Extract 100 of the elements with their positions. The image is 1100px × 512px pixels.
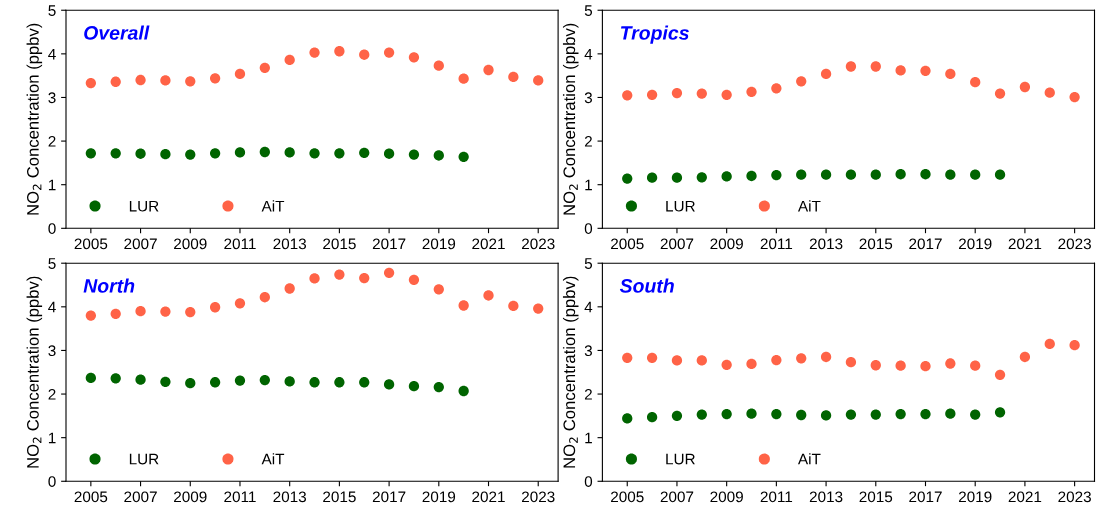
y-tick-label: 5 <box>584 5 593 16</box>
point <box>796 409 807 421</box>
point <box>160 149 171 160</box>
x-tick-label: 2019 <box>422 238 456 250</box>
point <box>234 298 246 309</box>
y-tick-label: 1 <box>48 432 56 444</box>
point <box>622 413 633 424</box>
point <box>920 169 931 180</box>
point <box>209 302 221 313</box>
point <box>1019 351 1031 363</box>
point <box>820 410 832 421</box>
point <box>160 306 171 317</box>
y-tick-label: 0 <box>584 223 593 234</box>
point <box>671 87 683 99</box>
point <box>234 147 246 158</box>
x-tick-label: 2007 <box>124 238 157 250</box>
point <box>1069 91 1080 103</box>
point <box>359 147 370 159</box>
x-tick-label: 2013 <box>809 238 843 250</box>
point <box>508 71 519 83</box>
legend-label: LUR <box>129 200 159 212</box>
point <box>433 284 444 295</box>
point <box>234 68 246 80</box>
point <box>920 360 931 372</box>
x-tick-label: 2011 <box>760 491 793 503</box>
point <box>870 409 881 420</box>
point <box>408 274 420 285</box>
point <box>334 148 345 159</box>
point <box>622 173 633 184</box>
x-tick-label: 2023 <box>1058 491 1091 503</box>
x-tick-label: 2013 <box>273 491 307 503</box>
point <box>646 412 658 423</box>
point <box>771 169 782 181</box>
point <box>771 354 782 366</box>
point <box>771 408 782 420</box>
x-tick-label: 2005 <box>611 238 644 250</box>
point <box>845 61 857 72</box>
x-tick-label: 2017 <box>909 238 942 250</box>
y-tick-label: 4 <box>584 301 593 313</box>
point <box>920 65 931 77</box>
point <box>796 76 807 87</box>
point <box>209 148 221 159</box>
point <box>110 308 121 319</box>
point <box>895 169 906 180</box>
point <box>135 74 146 86</box>
y-tick-label: 5 <box>48 5 56 16</box>
point <box>458 300 469 311</box>
point <box>895 408 906 420</box>
point <box>771 83 782 94</box>
x-tick-label: 2005 <box>611 491 644 503</box>
point <box>185 306 196 318</box>
point <box>721 171 732 182</box>
point <box>796 353 807 364</box>
point <box>259 146 270 158</box>
text: North <box>83 278 135 293</box>
x-tick-label: 2017 <box>372 238 406 250</box>
x-tick-label: 2013 <box>273 238 307 250</box>
point <box>945 169 956 180</box>
legend-label: AiT <box>261 200 285 212</box>
point <box>234 375 246 386</box>
point <box>408 149 420 160</box>
point <box>820 351 832 363</box>
y-axis-title: NO$_{2}$ Concentration (ppbv) <box>562 23 579 215</box>
point <box>1044 338 1055 350</box>
x-tick-label: 2021 <box>472 491 505 503</box>
point <box>622 352 633 363</box>
point <box>85 372 96 384</box>
legend-label: LUR <box>666 200 695 212</box>
point <box>746 408 757 419</box>
x-tick-label: 2019 <box>958 238 992 250</box>
y-tick-label: 4 <box>584 48 593 60</box>
y-tick-label: 5 <box>48 258 56 269</box>
x-tick-label: 2011 <box>760 238 793 250</box>
point <box>284 54 295 66</box>
point <box>259 292 270 303</box>
y-tick-label: 2 <box>584 135 592 147</box>
x-tick-label: 2015 <box>323 491 356 503</box>
point <box>671 410 683 422</box>
point <box>433 381 444 393</box>
point <box>334 377 345 388</box>
y-tick-label: 1 <box>585 179 592 191</box>
legend-label: AiT <box>797 453 821 465</box>
point <box>796 169 807 180</box>
y-tick-label: 2 <box>48 388 56 400</box>
point <box>334 46 345 57</box>
legend-label: LUR <box>129 453 159 465</box>
x-tick-label: 2017 <box>909 491 942 503</box>
point <box>721 408 732 420</box>
point <box>383 379 395 390</box>
point <box>359 272 370 284</box>
point <box>945 358 956 369</box>
point <box>209 377 221 388</box>
point <box>284 147 295 158</box>
y-tick-label: 1 <box>585 432 592 444</box>
point <box>433 150 444 161</box>
point <box>85 148 96 159</box>
point <box>820 169 832 180</box>
point <box>870 360 881 371</box>
point <box>135 148 146 159</box>
point <box>185 149 196 160</box>
